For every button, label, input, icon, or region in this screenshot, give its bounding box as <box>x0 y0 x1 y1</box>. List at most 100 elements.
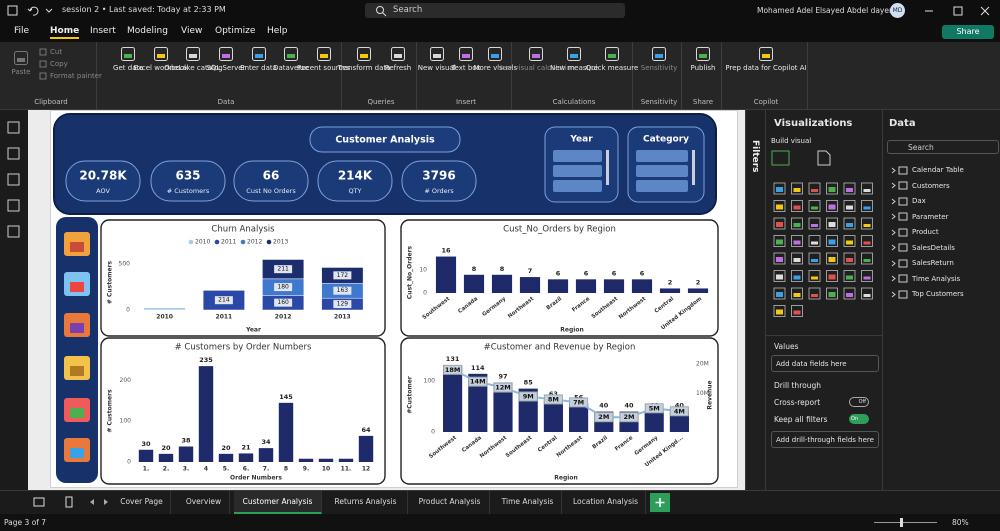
table-item[interactable]: SalesDetails <box>891 242 955 254</box>
bar <box>158 453 174 462</box>
x-axis-title: Region <box>554 475 577 482</box>
page-tab[interactable]: Cover Page <box>113 491 171 514</box>
ribbon-button[interactable]: Sensitivity <box>638 46 680 72</box>
icon-accent <box>189 54 198 58</box>
table-item[interactable]: Calendar Table <box>891 164 964 176</box>
group-label: Insert <box>455 98 477 106</box>
share-button[interactable]: Share <box>942 25 994 39</box>
ribbon-button[interactable]: OneLake catalog <box>164 46 223 72</box>
ribbon-small-button[interactable]: Copy <box>39 60 68 68</box>
line-data-label: 7M <box>573 398 584 406</box>
kpi-label: # Customers <box>167 187 210 195</box>
menu-tab[interactable]: View <box>181 26 203 36</box>
kpi-label: AOV <box>96 187 110 195</box>
ribbon-button[interactable]: Dataverse <box>273 46 309 72</box>
user-avatar[interactable]: MD <box>890 3 905 18</box>
ribbon-button[interactable]: Recent sources <box>297 46 350 72</box>
visual-type-icon <box>808 270 821 282</box>
table-item[interactable]: Parameter <box>891 211 948 223</box>
ribbon-button[interactable]: More visuals <box>474 46 517 72</box>
menu-tab[interactable]: Home <box>50 26 80 39</box>
page-tab[interactable]: Customer Analysis <box>234 491 322 514</box>
ribbon-group: Publish Share <box>684 42 722 110</box>
icon-accent <box>287 54 296 58</box>
tab-nav <box>33 496 108 508</box>
page-tab[interactable]: Returns Analysis <box>324 491 408 514</box>
line-data-label: 4M <box>674 407 685 415</box>
table-item[interactable]: Top Customers <box>891 288 964 300</box>
search-icon <box>376 6 387 17</box>
next <box>104 499 108 505</box>
table-item[interactable]: Dax <box>891 195 926 207</box>
page-tab[interactable]: Product Analysis <box>410 491 490 514</box>
ribbon-small-button[interactable]: Cut <box>39 48 62 56</box>
ribbon-button[interactable]: Enter data <box>240 46 277 72</box>
visual-type-accent <box>863 189 871 192</box>
data-label-box <box>333 300 352 309</box>
ribbon-button[interactable]: Text box <box>451 46 481 72</box>
title-bar: session 2 • Last saved: Today at 2:33 PM… <box>0 0 1000 22</box>
ribbon-button[interactable]: Quick measure <box>586 46 638 72</box>
visual-type-icon <box>861 252 873 265</box>
x-tick-label: 2010 <box>156 314 173 321</box>
page-tab[interactable]: Location Analysis <box>566 491 646 514</box>
nav-icon-detail <box>70 408 84 418</box>
table-item[interactable]: Time Analysis <box>891 273 960 285</box>
ribbon-button[interactable]: New measure <box>550 46 598 72</box>
button-row: Transform data Refresh <box>338 46 415 72</box>
menu-tab[interactable]: File <box>14 26 30 36</box>
data-search[interactable]: Search <box>887 140 999 154</box>
button-label: More visuals <box>473 64 518 72</box>
ribbon-button[interactable]: SQL Server <box>206 46 246 72</box>
page-tab[interactable]: Overview <box>178 491 230 514</box>
menu-tab[interactable]: Optimize <box>215 26 256 36</box>
data-label: 20 <box>161 444 171 452</box>
table-item[interactable]: SalesReturn <box>891 257 954 269</box>
icon-body <box>316 47 331 61</box>
data-label: 85 <box>524 379 534 387</box>
search-box[interactable]: Search <box>365 3 625 18</box>
button-label: Text box <box>451 64 481 72</box>
drop-well[interactable]: Add data fields here <box>771 355 879 372</box>
ribbon-button[interactable]: New visual <box>418 46 456 72</box>
ribbon-button[interactable]: Transform data <box>338 46 390 72</box>
y-tick-label: 0 <box>431 429 435 436</box>
table-item[interactable]: Product <box>891 226 939 238</box>
data-label-box <box>333 271 352 280</box>
menu-tab[interactable]: Help <box>267 26 288 36</box>
menu-tab[interactable]: Insert <box>90 26 116 36</box>
menu-bar: File Home Insert Modeling View Optimize Help Sh… <box>0 22 1000 42</box>
toggle-on[interactable]: On <box>849 414 869 424</box>
button-icon <box>429 47 444 61</box>
group-label: Queries <box>367 98 395 106</box>
bar <box>463 274 485 293</box>
group-label: Data <box>217 98 235 106</box>
data-label-box <box>274 298 293 307</box>
table-item[interactable]: Customers <box>891 180 950 192</box>
page-tab[interactable]: Time Analysis <box>494 491 562 514</box>
ribbon-button[interactable]: Paste <box>7 50 35 76</box>
filters-pane[interactable]: Filters <box>745 110 765 490</box>
ribbon-button[interactable]: New visual calculation <box>497 46 575 72</box>
button-label: New measure <box>549 64 599 72</box>
data-label: 40 <box>675 402 685 410</box>
x-tick-label: 2012 <box>275 314 292 321</box>
visual-type-icon <box>791 270 803 282</box>
menu-tab[interactable]: Modeling <box>127 26 168 36</box>
toggle-off[interactable]: Off <box>849 397 869 407</box>
ribbon-button[interactable]: Prep data for Copilot AI <box>725 46 807 72</box>
icon-body <box>605 47 619 61</box>
icon-accent <box>17 58 25 62</box>
chevron <box>891 198 896 204</box>
ribbon-button[interactable]: Publish <box>686 46 720 72</box>
button-label: Copy <box>50 60 68 68</box>
data-label: 2 <box>668 278 673 286</box>
table-icon <box>891 166 908 174</box>
ribbon-button[interactable]: Excel workbook <box>133 46 188 72</box>
drop-well[interactable]: Add drill-through fields here <box>771 431 879 448</box>
x-tick-label: 7. <box>263 466 269 473</box>
visual-type-icon <box>861 217 873 230</box>
ribbon-button[interactable]: Refresh <box>381 46 415 72</box>
ribbon-small-button[interactable]: Format painter <box>39 72 102 80</box>
ribbon-button[interactable]: Get data <box>112 46 145 72</box>
